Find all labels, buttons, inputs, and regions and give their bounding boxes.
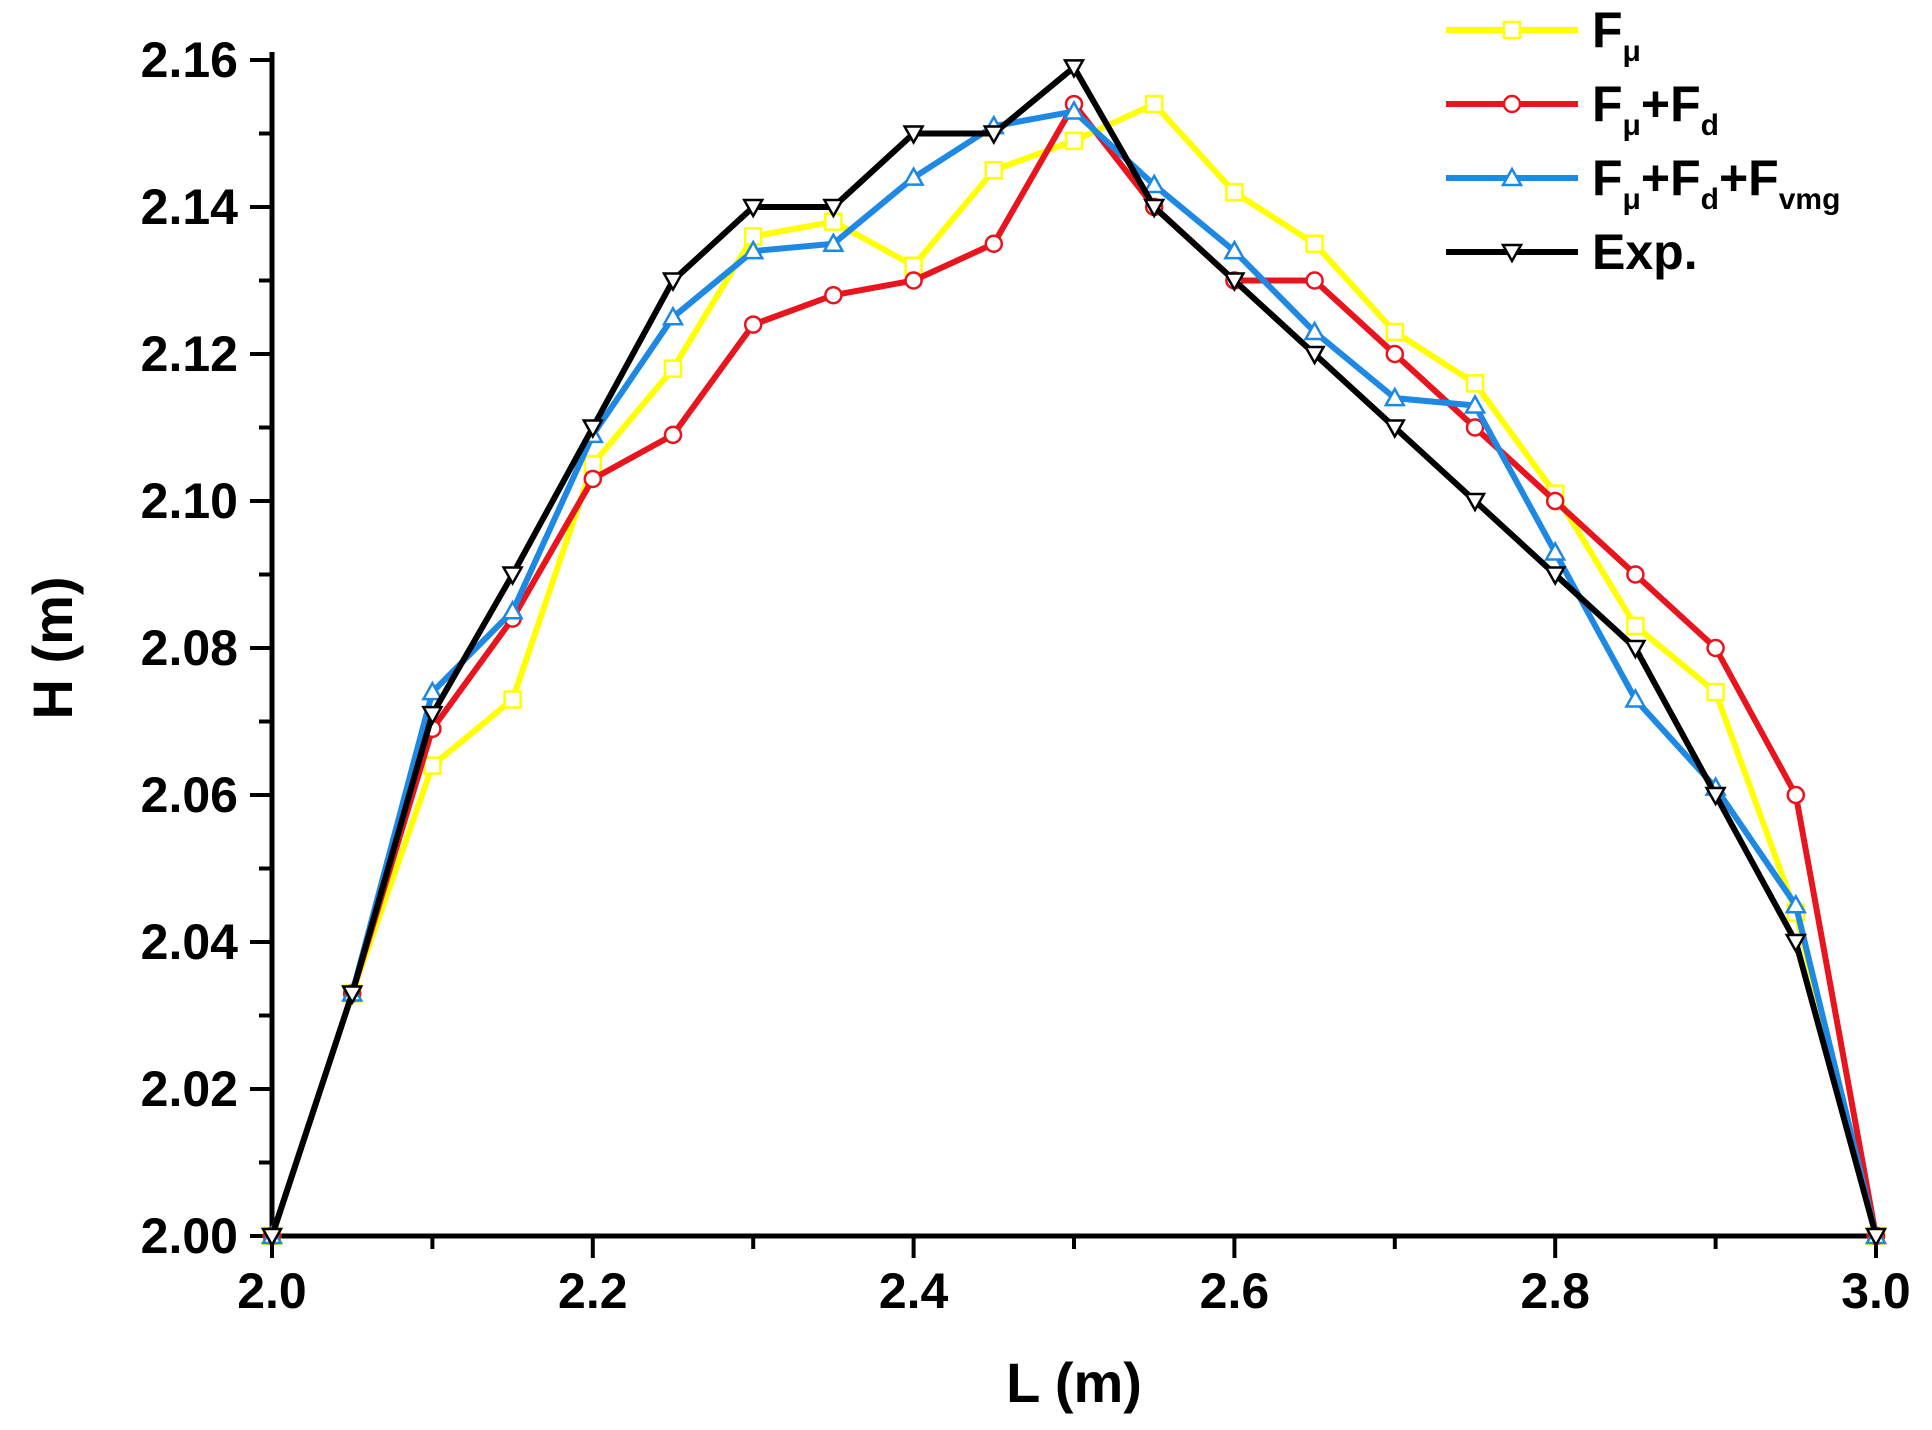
data-point xyxy=(661,305,685,326)
data-point xyxy=(1062,59,1086,79)
y-tick-label: 2.04 xyxy=(141,914,239,970)
data-point xyxy=(1544,540,1567,561)
y-tick-label: 2.00 xyxy=(141,1208,238,1264)
data-point xyxy=(984,161,1004,180)
data-point xyxy=(1465,374,1485,393)
data-point xyxy=(822,232,845,252)
legend-marker xyxy=(1502,20,1522,40)
data-point xyxy=(982,125,1005,146)
data-point xyxy=(1626,565,1645,584)
data-point xyxy=(742,239,765,260)
y-tick-label: 2.10 xyxy=(141,473,238,529)
data-point xyxy=(503,690,522,709)
data-point xyxy=(1706,682,1725,702)
data-point xyxy=(260,1227,284,1248)
data-point xyxy=(1786,785,1806,805)
data-point xyxy=(421,705,444,726)
data-point xyxy=(824,285,843,305)
data-point xyxy=(501,566,524,587)
legend-item: Fμ+Fd+Fvmg xyxy=(1446,150,1840,216)
y-tick-label: 2.14 xyxy=(141,179,239,235)
y-tick-label: 2.02 xyxy=(141,1061,238,1117)
x-tick-label: 2.0 xyxy=(237,1263,307,1319)
x-tick-label: 2.4 xyxy=(879,1263,949,1319)
data-point xyxy=(902,125,925,146)
data-point xyxy=(663,425,683,445)
data-point xyxy=(902,166,925,186)
data-point xyxy=(1864,1227,1888,1248)
x-tick-label: 3.0 xyxy=(1841,1263,1911,1319)
data-point xyxy=(1303,320,1326,341)
legend-label: Fμ+Fd+Fvmg xyxy=(1592,150,1840,216)
series-line xyxy=(269,108,1879,1237)
data-point xyxy=(1062,99,1086,120)
y-tick-label: 2.12 xyxy=(141,326,238,382)
data-point xyxy=(1385,322,1405,342)
legend-label: Fμ xyxy=(1592,2,1641,68)
data-point xyxy=(1383,419,1406,440)
data-point xyxy=(1626,616,1645,636)
data-point xyxy=(1545,491,1565,511)
legend-item: Fμ+Fd xyxy=(1446,76,1719,142)
legend-item: Exp. xyxy=(1446,224,1698,280)
data-point xyxy=(1223,239,1246,260)
data-point xyxy=(822,198,845,219)
data-point xyxy=(661,272,685,293)
x-tick-label: 2.2 xyxy=(558,1263,628,1319)
data-point xyxy=(984,234,1004,253)
data-point xyxy=(1704,786,1727,807)
data-point xyxy=(501,599,524,620)
data-point xyxy=(1143,173,1166,194)
legend: Fμ Fμ+Fd Fμ+Fd+Fvmg Exp. xyxy=(1446,2,1840,280)
data-point xyxy=(904,271,923,290)
data-point xyxy=(1144,94,1164,114)
data-point xyxy=(1463,492,1487,513)
data-point xyxy=(581,419,604,440)
data-point xyxy=(1303,345,1326,366)
data-point xyxy=(1385,344,1405,364)
legend-marker xyxy=(1500,243,1524,264)
legend-label: Exp. xyxy=(1592,224,1698,280)
series-layer xyxy=(260,59,1888,1248)
data-point xyxy=(1465,418,1485,437)
axis-ticks: 2.0 2.2 2.4 2.6 2.8 3.0 2.00 2.02 2.04 2.06 2.08 2.… xyxy=(141,32,1911,1319)
data-point xyxy=(423,756,442,775)
data-point xyxy=(1305,234,1324,253)
legend-marker xyxy=(1502,94,1522,114)
data-point xyxy=(1143,198,1166,219)
data-point xyxy=(1784,933,1807,954)
data-point xyxy=(1706,638,1725,658)
x-axis-title: L (m) xyxy=(1006,1351,1142,1414)
x-tick-label: 2.8 xyxy=(1520,1263,1590,1319)
data-point xyxy=(1784,893,1807,914)
data-point xyxy=(1225,183,1244,202)
y-tick-label: 2.08 xyxy=(141,620,238,676)
y-axis-title: H (m) xyxy=(21,576,84,719)
data-point xyxy=(1305,271,1324,290)
data-point xyxy=(1624,639,1647,660)
data-point xyxy=(341,985,364,1005)
data-point xyxy=(1463,393,1487,414)
data-point xyxy=(1544,566,1567,587)
data-point xyxy=(1383,386,1406,407)
series-4 xyxy=(260,59,1888,1248)
data-point xyxy=(742,198,765,219)
y-tick-label: 2.06 xyxy=(141,767,238,823)
legend-item: Fμ xyxy=(1446,2,1641,68)
data-point xyxy=(1223,272,1246,293)
x-tick-label: 2.6 xyxy=(1200,1263,1270,1319)
data-point xyxy=(1064,131,1084,151)
legend-label: Fμ+Fd xyxy=(1592,76,1719,142)
data-point xyxy=(421,680,444,701)
data-point xyxy=(743,315,763,334)
data-point xyxy=(583,469,603,489)
data-point xyxy=(663,359,683,378)
legend-marker xyxy=(1500,166,1524,187)
data-point xyxy=(1624,687,1647,708)
y-tick-label: 2.16 xyxy=(141,32,238,88)
